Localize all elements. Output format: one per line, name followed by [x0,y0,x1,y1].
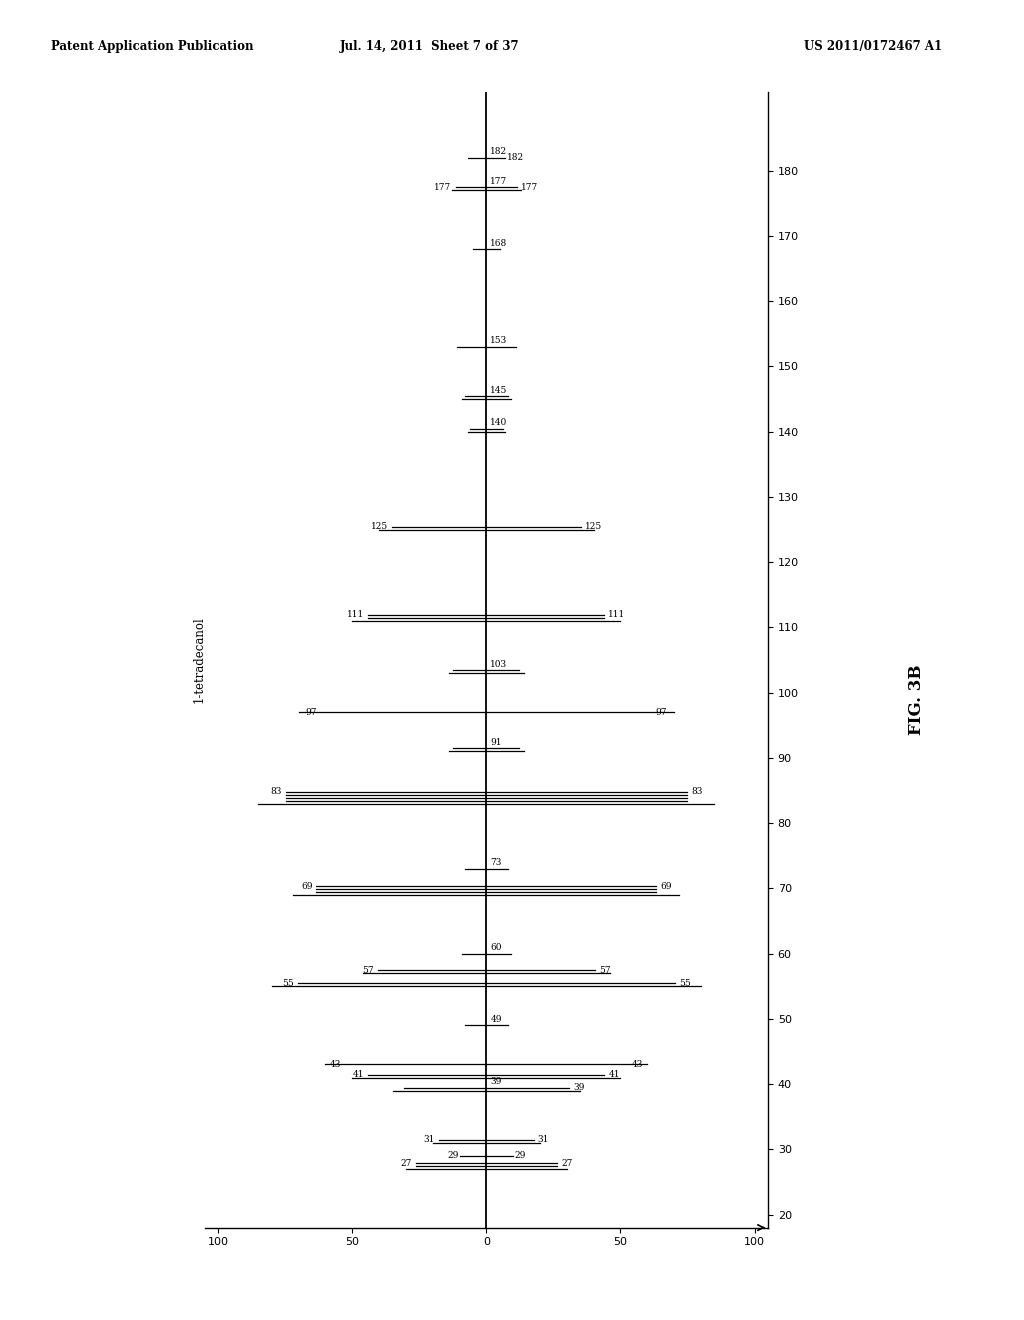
Text: 1-tetradecanol: 1-tetradecanol [193,616,206,704]
Text: US 2011/0172467 A1: US 2011/0172467 A1 [804,40,942,53]
Text: 111: 111 [608,610,626,619]
Text: 39: 39 [490,1077,502,1086]
Text: 125: 125 [371,523,388,531]
Text: 57: 57 [362,966,374,974]
Text: 182: 182 [507,153,524,162]
Text: 111: 111 [347,610,365,619]
Text: 83: 83 [691,787,702,796]
Text: 182: 182 [490,147,508,156]
Text: 55: 55 [679,978,691,987]
Text: 97: 97 [655,708,667,717]
Text: 41: 41 [353,1071,365,1080]
Text: 49: 49 [490,1015,502,1024]
Text: 177: 177 [434,183,452,191]
Text: 140: 140 [490,418,508,428]
Text: 145: 145 [490,385,508,395]
Text: 31: 31 [424,1135,435,1144]
Text: Jul. 14, 2011  Sheet 7 of 37: Jul. 14, 2011 Sheet 7 of 37 [340,40,520,53]
Text: 177: 177 [521,183,539,191]
Text: 39: 39 [573,1084,585,1092]
Text: 97: 97 [306,708,317,717]
Text: 103: 103 [490,660,508,669]
Text: 57: 57 [599,966,610,974]
Text: Patent Application Publication: Patent Application Publication [51,40,254,53]
Text: 73: 73 [490,858,502,867]
Text: 83: 83 [270,787,282,796]
Text: 43: 43 [330,1060,341,1069]
Text: 27: 27 [400,1159,412,1167]
Text: FIG. 3B: FIG. 3B [908,664,925,735]
Text: 125: 125 [585,523,602,531]
Text: 29: 29 [447,1151,459,1160]
Text: 91: 91 [490,738,502,747]
Text: 41: 41 [608,1071,620,1080]
Text: 31: 31 [538,1135,549,1144]
Text: 60: 60 [490,942,502,952]
Text: 177: 177 [490,177,508,186]
Text: 69: 69 [660,882,672,891]
Text: 43: 43 [632,1060,643,1069]
Text: 29: 29 [514,1151,525,1160]
Text: 69: 69 [301,882,312,891]
Text: 27: 27 [561,1159,572,1167]
Text: 168: 168 [490,239,508,248]
Text: 55: 55 [282,978,294,987]
Text: 153: 153 [490,337,508,346]
